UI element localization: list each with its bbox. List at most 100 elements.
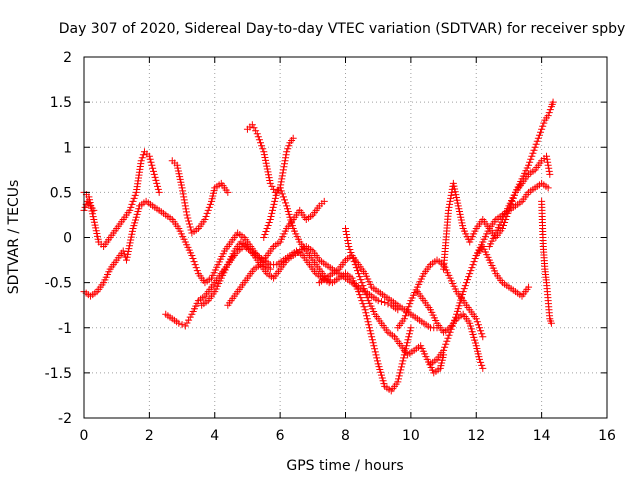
data-point — [282, 199, 290, 207]
data-point — [123, 253, 131, 261]
data-point — [405, 330, 413, 338]
x-axis-label: GPS time / hours — [286, 458, 403, 474]
data-point — [188, 252, 196, 260]
data-point — [278, 190, 286, 198]
data-point — [452, 313, 460, 321]
data-point — [253, 130, 261, 138]
data-point — [131, 191, 139, 199]
data-point — [445, 203, 453, 211]
x-tick-label: 10 — [402, 428, 420, 444]
data-point — [535, 131, 543, 139]
data-point — [181, 202, 189, 210]
data-point — [397, 363, 405, 371]
data-point — [549, 98, 557, 106]
data-point — [203, 209, 211, 217]
data-point — [446, 197, 454, 205]
data-point — [178, 184, 186, 192]
data-point — [365, 321, 373, 329]
data-point — [377, 298, 385, 306]
data-point — [129, 197, 137, 205]
data-point — [353, 267, 361, 275]
data-point — [148, 161, 156, 169]
data-point — [469, 261, 477, 269]
data-point — [153, 179, 161, 187]
data-point — [127, 236, 135, 244]
data-point — [450, 316, 458, 324]
data-point — [404, 336, 412, 344]
data-point — [459, 288, 467, 296]
data-point — [367, 330, 375, 338]
data-point — [405, 303, 413, 311]
data-point — [538, 125, 546, 133]
data-point — [395, 372, 403, 380]
data-point — [186, 223, 194, 231]
data-point — [351, 261, 359, 269]
data-point — [182, 205, 190, 213]
data-point — [368, 336, 376, 344]
data-point — [442, 340, 450, 348]
data-point — [155, 188, 163, 196]
data-point — [478, 361, 486, 369]
data-point — [343, 230, 351, 238]
data-point — [444, 334, 452, 342]
data-point — [464, 276, 472, 284]
x-tick-label: 12 — [467, 428, 485, 444]
data-point — [145, 152, 153, 160]
data-point — [345, 243, 353, 251]
data-point — [185, 316, 193, 324]
x-tick-label: 0 — [80, 428, 89, 444]
data-point — [146, 155, 154, 163]
data-point — [81, 203, 89, 211]
data-point — [366, 327, 374, 335]
data-point — [406, 300, 414, 308]
data-point — [371, 348, 379, 356]
data-point — [262, 227, 270, 235]
data-point — [179, 187, 187, 195]
data-point — [446, 200, 454, 208]
data-point — [348, 252, 356, 260]
data-point — [224, 188, 232, 196]
data-point — [530, 146, 538, 154]
data-point — [372, 351, 380, 359]
data-point — [147, 158, 155, 166]
data-point — [363, 315, 371, 323]
data-point — [543, 152, 551, 160]
data-point — [474, 321, 482, 329]
data-point — [403, 309, 411, 317]
axes: 0 2 4 6 8 10 12 14 16 -2 -1.5 -1 -0.5 0 0.5 1 1.5 2 — [45, 50, 616, 444]
data-point — [360, 285, 368, 293]
data-point — [347, 249, 355, 257]
data-point — [525, 161, 533, 169]
data-point — [184, 214, 192, 222]
data-point — [479, 364, 487, 372]
y-tick-label: 2 — [63, 50, 72, 66]
data-point — [125, 245, 133, 253]
x-tick-label: 4 — [210, 428, 219, 444]
data-point — [532, 140, 540, 148]
data-point — [280, 163, 288, 171]
y-tick-label: -1.5 — [45, 366, 72, 382]
data-point — [254, 133, 262, 141]
data-point — [270, 200, 278, 208]
data-point — [181, 199, 189, 207]
data-point — [152, 176, 160, 184]
data-point — [282, 154, 290, 162]
data-point — [534, 134, 542, 142]
data-point — [279, 169, 287, 177]
data-point — [126, 239, 134, 247]
data-point — [258, 142, 266, 150]
data-point — [154, 182, 162, 190]
data-point — [284, 145, 292, 153]
data-point — [539, 122, 547, 130]
data-point — [355, 288, 363, 296]
data-point — [357, 294, 365, 302]
data-point — [472, 315, 480, 323]
x-tick-label: 14 — [533, 428, 551, 444]
data-point — [265, 174, 273, 182]
data-point — [186, 313, 194, 321]
data-point — [447, 325, 455, 333]
data-point — [373, 357, 381, 365]
data-point — [122, 256, 130, 264]
data-point — [471, 255, 479, 263]
data-point — [268, 209, 276, 217]
